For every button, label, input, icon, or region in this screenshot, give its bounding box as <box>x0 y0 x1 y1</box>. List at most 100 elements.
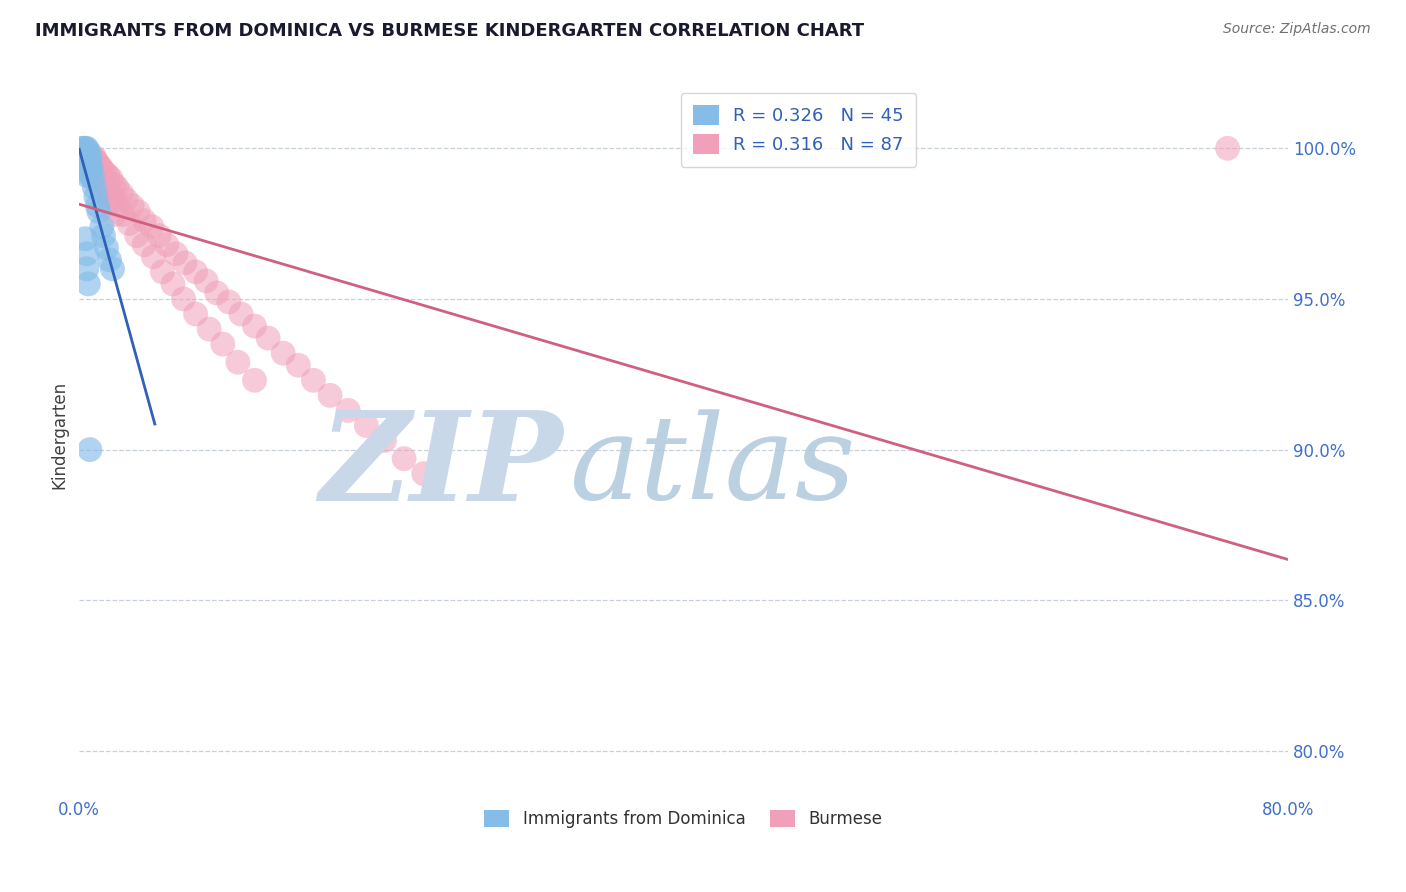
Point <box>90 219 112 234</box>
Point <box>75 150 97 164</box>
Point <box>77 153 100 168</box>
Point <box>271 346 294 360</box>
Point <box>83 156 105 170</box>
Point <box>93 174 115 188</box>
Point <box>75 150 97 164</box>
Point <box>100 171 122 186</box>
Point <box>76 153 98 168</box>
Point <box>80 150 103 164</box>
Point <box>105 180 128 194</box>
Point <box>76 145 98 159</box>
Point <box>125 228 148 243</box>
Point <box>98 195 121 210</box>
Point <box>121 198 143 212</box>
Point <box>184 307 207 321</box>
Point <box>77 150 100 164</box>
Point <box>82 156 104 170</box>
Point <box>103 178 125 192</box>
Point <box>84 189 107 203</box>
Point <box>173 292 195 306</box>
Point <box>79 150 101 164</box>
Point <box>218 295 240 310</box>
Point <box>287 358 309 372</box>
Y-axis label: Kindergarten: Kindergarten <box>51 381 67 489</box>
Point <box>72 145 94 159</box>
Point <box>150 265 173 279</box>
Text: Source: ZipAtlas.com: Source: ZipAtlas.com <box>1223 22 1371 37</box>
Point <box>79 162 101 177</box>
Point <box>89 178 111 192</box>
Point <box>73 145 96 159</box>
Point <box>79 156 101 170</box>
Point <box>76 141 98 155</box>
Point <box>76 147 98 161</box>
Point <box>79 150 101 164</box>
Point <box>127 204 149 219</box>
Point <box>1216 141 1239 155</box>
Point <box>79 153 101 168</box>
Point <box>141 219 163 234</box>
Point <box>77 147 100 161</box>
Point <box>83 180 105 194</box>
Point <box>89 160 111 174</box>
Point <box>87 160 110 174</box>
Point <box>77 147 100 161</box>
Point <box>148 228 170 243</box>
Point <box>77 153 100 168</box>
Point <box>76 147 98 161</box>
Point <box>373 434 395 448</box>
Point <box>76 156 98 170</box>
Point <box>73 141 96 155</box>
Point <box>337 403 360 417</box>
Point <box>198 322 221 336</box>
Point <box>73 145 96 159</box>
Point <box>72 145 94 159</box>
Point <box>76 165 98 179</box>
Point <box>75 145 97 159</box>
Point <box>229 307 252 321</box>
Point <box>76 150 98 164</box>
Point <box>76 261 98 276</box>
Point <box>110 186 132 201</box>
Point <box>205 285 228 300</box>
Point <box>412 467 434 481</box>
Point <box>392 451 415 466</box>
Point <box>243 319 266 334</box>
Point <box>94 186 117 201</box>
Point <box>76 150 98 164</box>
Point <box>75 141 97 155</box>
Legend: Immigrants from Dominica, Burmese: Immigrants from Dominica, Burmese <box>478 804 890 835</box>
Point <box>356 418 378 433</box>
Point <box>257 331 280 345</box>
Point <box>211 337 233 351</box>
Point <box>142 250 165 264</box>
Point <box>79 150 101 164</box>
Point <box>93 228 115 243</box>
Point <box>77 277 100 291</box>
Point <box>73 147 96 161</box>
Point <box>97 184 120 198</box>
Point <box>80 156 103 170</box>
Point <box>82 150 104 164</box>
Point <box>77 145 100 159</box>
Point <box>75 147 97 161</box>
Point <box>86 156 108 170</box>
Point <box>83 162 105 177</box>
Point <box>103 208 125 222</box>
Point <box>165 246 187 260</box>
Point <box>89 169 111 183</box>
Text: IMMIGRANTS FROM DOMINICA VS BURMESE KINDERGARTEN CORRELATION CHART: IMMIGRANTS FROM DOMINICA VS BURMESE KIND… <box>35 22 865 40</box>
Point <box>90 162 112 177</box>
Point <box>76 160 98 174</box>
Text: atlas: atlas <box>569 409 855 524</box>
Point <box>319 388 342 402</box>
Point <box>134 237 156 252</box>
Point <box>98 252 121 267</box>
Point <box>105 198 128 212</box>
Point <box>77 150 100 164</box>
Point <box>83 156 105 170</box>
Point <box>184 265 207 279</box>
Point <box>86 198 108 212</box>
Point <box>79 442 101 457</box>
Point <box>115 193 138 207</box>
